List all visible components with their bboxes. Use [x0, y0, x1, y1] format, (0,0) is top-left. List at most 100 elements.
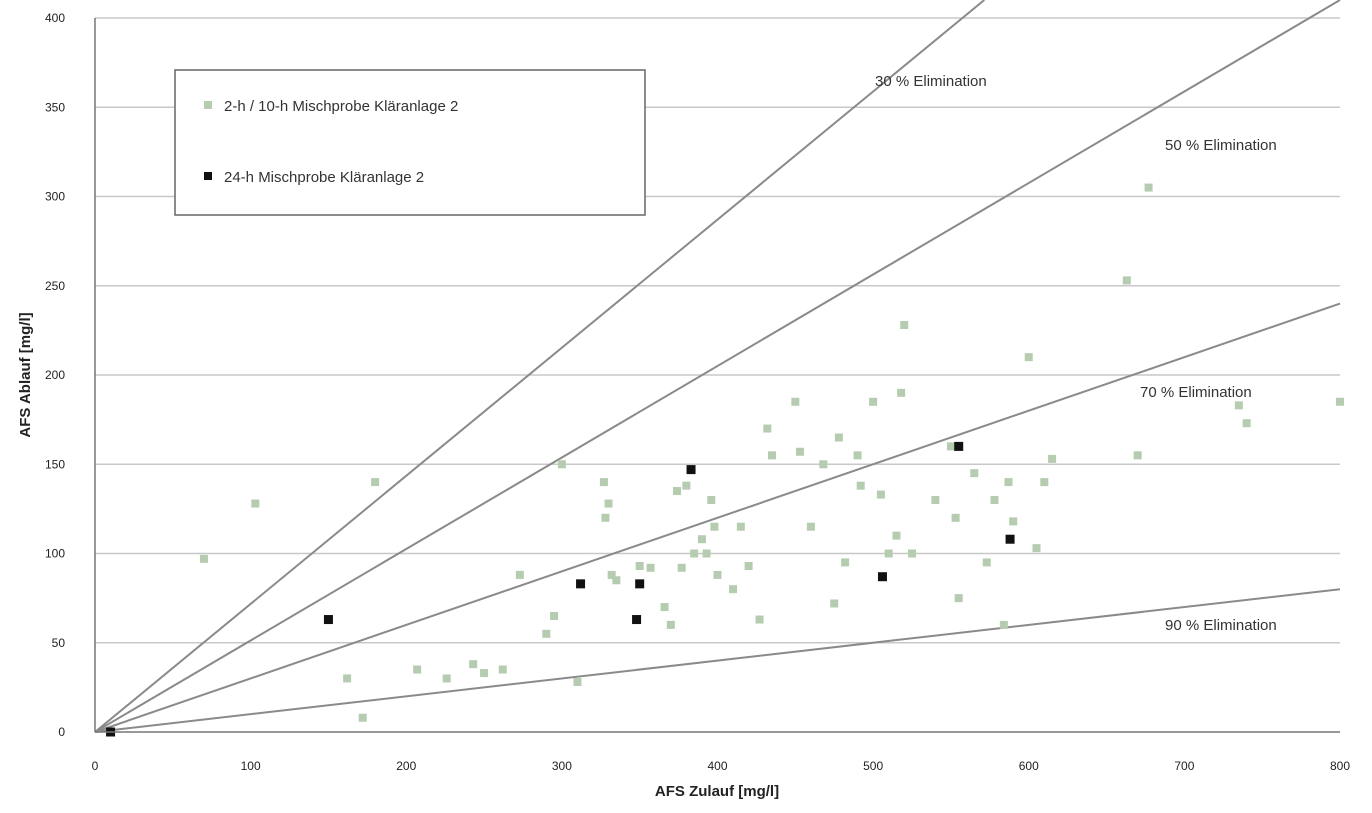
- data-point-series-1: [1133, 451, 1142, 460]
- data-point-series-1: [931, 495, 940, 504]
- reference-line-3: [94, 302, 1341, 733]
- data-point-series-1: [884, 549, 893, 558]
- data-point-series-1: [713, 570, 722, 579]
- data-point-series-1: [702, 549, 711, 558]
- reference-line-4: [94, 588, 1341, 733]
- data-point-series-1: [646, 563, 655, 572]
- data-point-series-1: [557, 460, 566, 469]
- data-point-series-1: [480, 669, 489, 678]
- data-point-series-1: [199, 554, 208, 563]
- legend-box: [174, 69, 646, 216]
- data-point-series-1: [1048, 454, 1057, 463]
- data-point-series-1: [729, 585, 738, 594]
- data-point-series-1: [1242, 419, 1251, 428]
- y-axis-label: AFS Ablauf [mg/l]: [17, 312, 34, 437]
- data-point-series-1: [853, 451, 862, 460]
- data-point-series-1: [908, 549, 917, 558]
- data-point-series-1: [990, 495, 999, 504]
- data-point-series-1: [601, 513, 610, 522]
- legend-marker-series-1: [204, 101, 212, 109]
- data-point-series-1: [736, 522, 745, 531]
- data-point-series-1: [1024, 353, 1033, 362]
- data-point-series-1: [251, 499, 260, 508]
- x-tick-label: 200: [396, 759, 416, 773]
- y-tick-label: 150: [45, 457, 65, 471]
- y-tick-label: 200: [45, 368, 65, 382]
- data-point-series-1: [1234, 401, 1243, 410]
- y-tick-label: 300: [45, 190, 65, 204]
- gridlines: [95, 17, 1340, 644]
- x-tick-label: 600: [1019, 759, 1039, 773]
- data-point-series-2: [1005, 534, 1015, 544]
- data-point-series-1: [954, 594, 963, 603]
- y-tick-label: 50: [52, 636, 66, 650]
- data-point-series-2: [576, 579, 586, 589]
- data-point-series-1: [755, 615, 764, 624]
- data-point-series-1: [834, 433, 843, 442]
- data-point-series-1: [946, 442, 955, 451]
- data-point-series-1: [1336, 397, 1344, 406]
- data-point-series-1: [819, 460, 828, 469]
- data-point-series-1: [951, 513, 960, 522]
- data-point-series-1: [677, 563, 686, 572]
- data-point-series-1: [635, 561, 644, 570]
- data-point-series-1: [869, 397, 878, 406]
- data-point-series-1: [830, 599, 839, 608]
- data-point-series-1: [371, 478, 380, 487]
- data-point-series-1: [442, 674, 451, 683]
- data-point-series-1: [982, 558, 991, 567]
- data-point-series-2: [632, 615, 642, 625]
- x-tick-label: 700: [1174, 759, 1194, 773]
- data-point-series-1: [1122, 276, 1131, 285]
- data-point-series-1: [599, 478, 608, 487]
- data-point-series-1: [841, 558, 850, 567]
- data-point-series-1: [1032, 544, 1041, 553]
- legend-label-series-2: 24-h Mischprobe Kläranlage 2: [224, 169, 424, 186]
- legend-marker-series-2: [204, 172, 212, 180]
- x-tick-label: 400: [707, 759, 727, 773]
- data-point-series-1: [550, 611, 559, 620]
- data-point-series-1: [542, 629, 551, 638]
- data-point-series-1: [767, 451, 776, 460]
- data-point-series-1: [897, 388, 906, 397]
- y-tick-label: 400: [45, 11, 65, 25]
- data-point-series-1: [673, 487, 682, 496]
- data-point-series-1: [697, 535, 706, 544]
- y-tick-label: 100: [45, 547, 65, 561]
- data-point-series-1: [710, 522, 719, 531]
- data-point-series-1: [763, 424, 772, 433]
- legend: 2-h / 10-h Mischprobe Kläranlage 2 24-h …: [174, 69, 646, 216]
- data-point-series-1: [515, 570, 524, 579]
- y-tick-label: 350: [45, 100, 65, 114]
- data-point-series-1: [1040, 478, 1049, 487]
- ref-label-70: 70 % Elimination: [1140, 384, 1252, 401]
- x-tick-label: 800: [1330, 759, 1350, 773]
- data-point-series-1: [660, 603, 669, 612]
- y-tick-label: 0: [58, 725, 65, 739]
- data-point-series-1: [744, 561, 753, 570]
- x-tick-label: 0: [92, 759, 99, 773]
- data-point-series-1: [900, 321, 909, 330]
- data-point-series-1: [856, 481, 865, 490]
- data-point-series-1: [469, 660, 478, 669]
- data-point-series-1: [413, 665, 422, 674]
- data-point-series-1: [604, 499, 613, 508]
- data-points: [106, 183, 1344, 737]
- y-tick-label: 250: [45, 279, 65, 293]
- data-point-series-1: [358, 713, 367, 722]
- data-point-series-1: [607, 570, 616, 579]
- data-point-series-2: [323, 615, 333, 625]
- data-point-series-1: [707, 495, 716, 504]
- data-point-series-1: [876, 490, 885, 499]
- ref-label-30: 30 % Elimination: [875, 73, 987, 90]
- data-point-series-1: [795, 447, 804, 456]
- x-tick-label: 100: [241, 759, 261, 773]
- data-point-series-1: [498, 665, 507, 674]
- reference-lines: [94, 0, 1341, 733]
- reference-line-2: [94, 0, 1341, 733]
- data-point-series-2: [954, 441, 964, 451]
- legend-label-series-1: 2-h / 10-h Mischprobe Kläranlage 2: [224, 98, 458, 115]
- ref-label-90: 90 % Elimination: [1165, 617, 1277, 634]
- data-point-series-2: [635, 579, 645, 589]
- data-point-series-1: [612, 576, 621, 585]
